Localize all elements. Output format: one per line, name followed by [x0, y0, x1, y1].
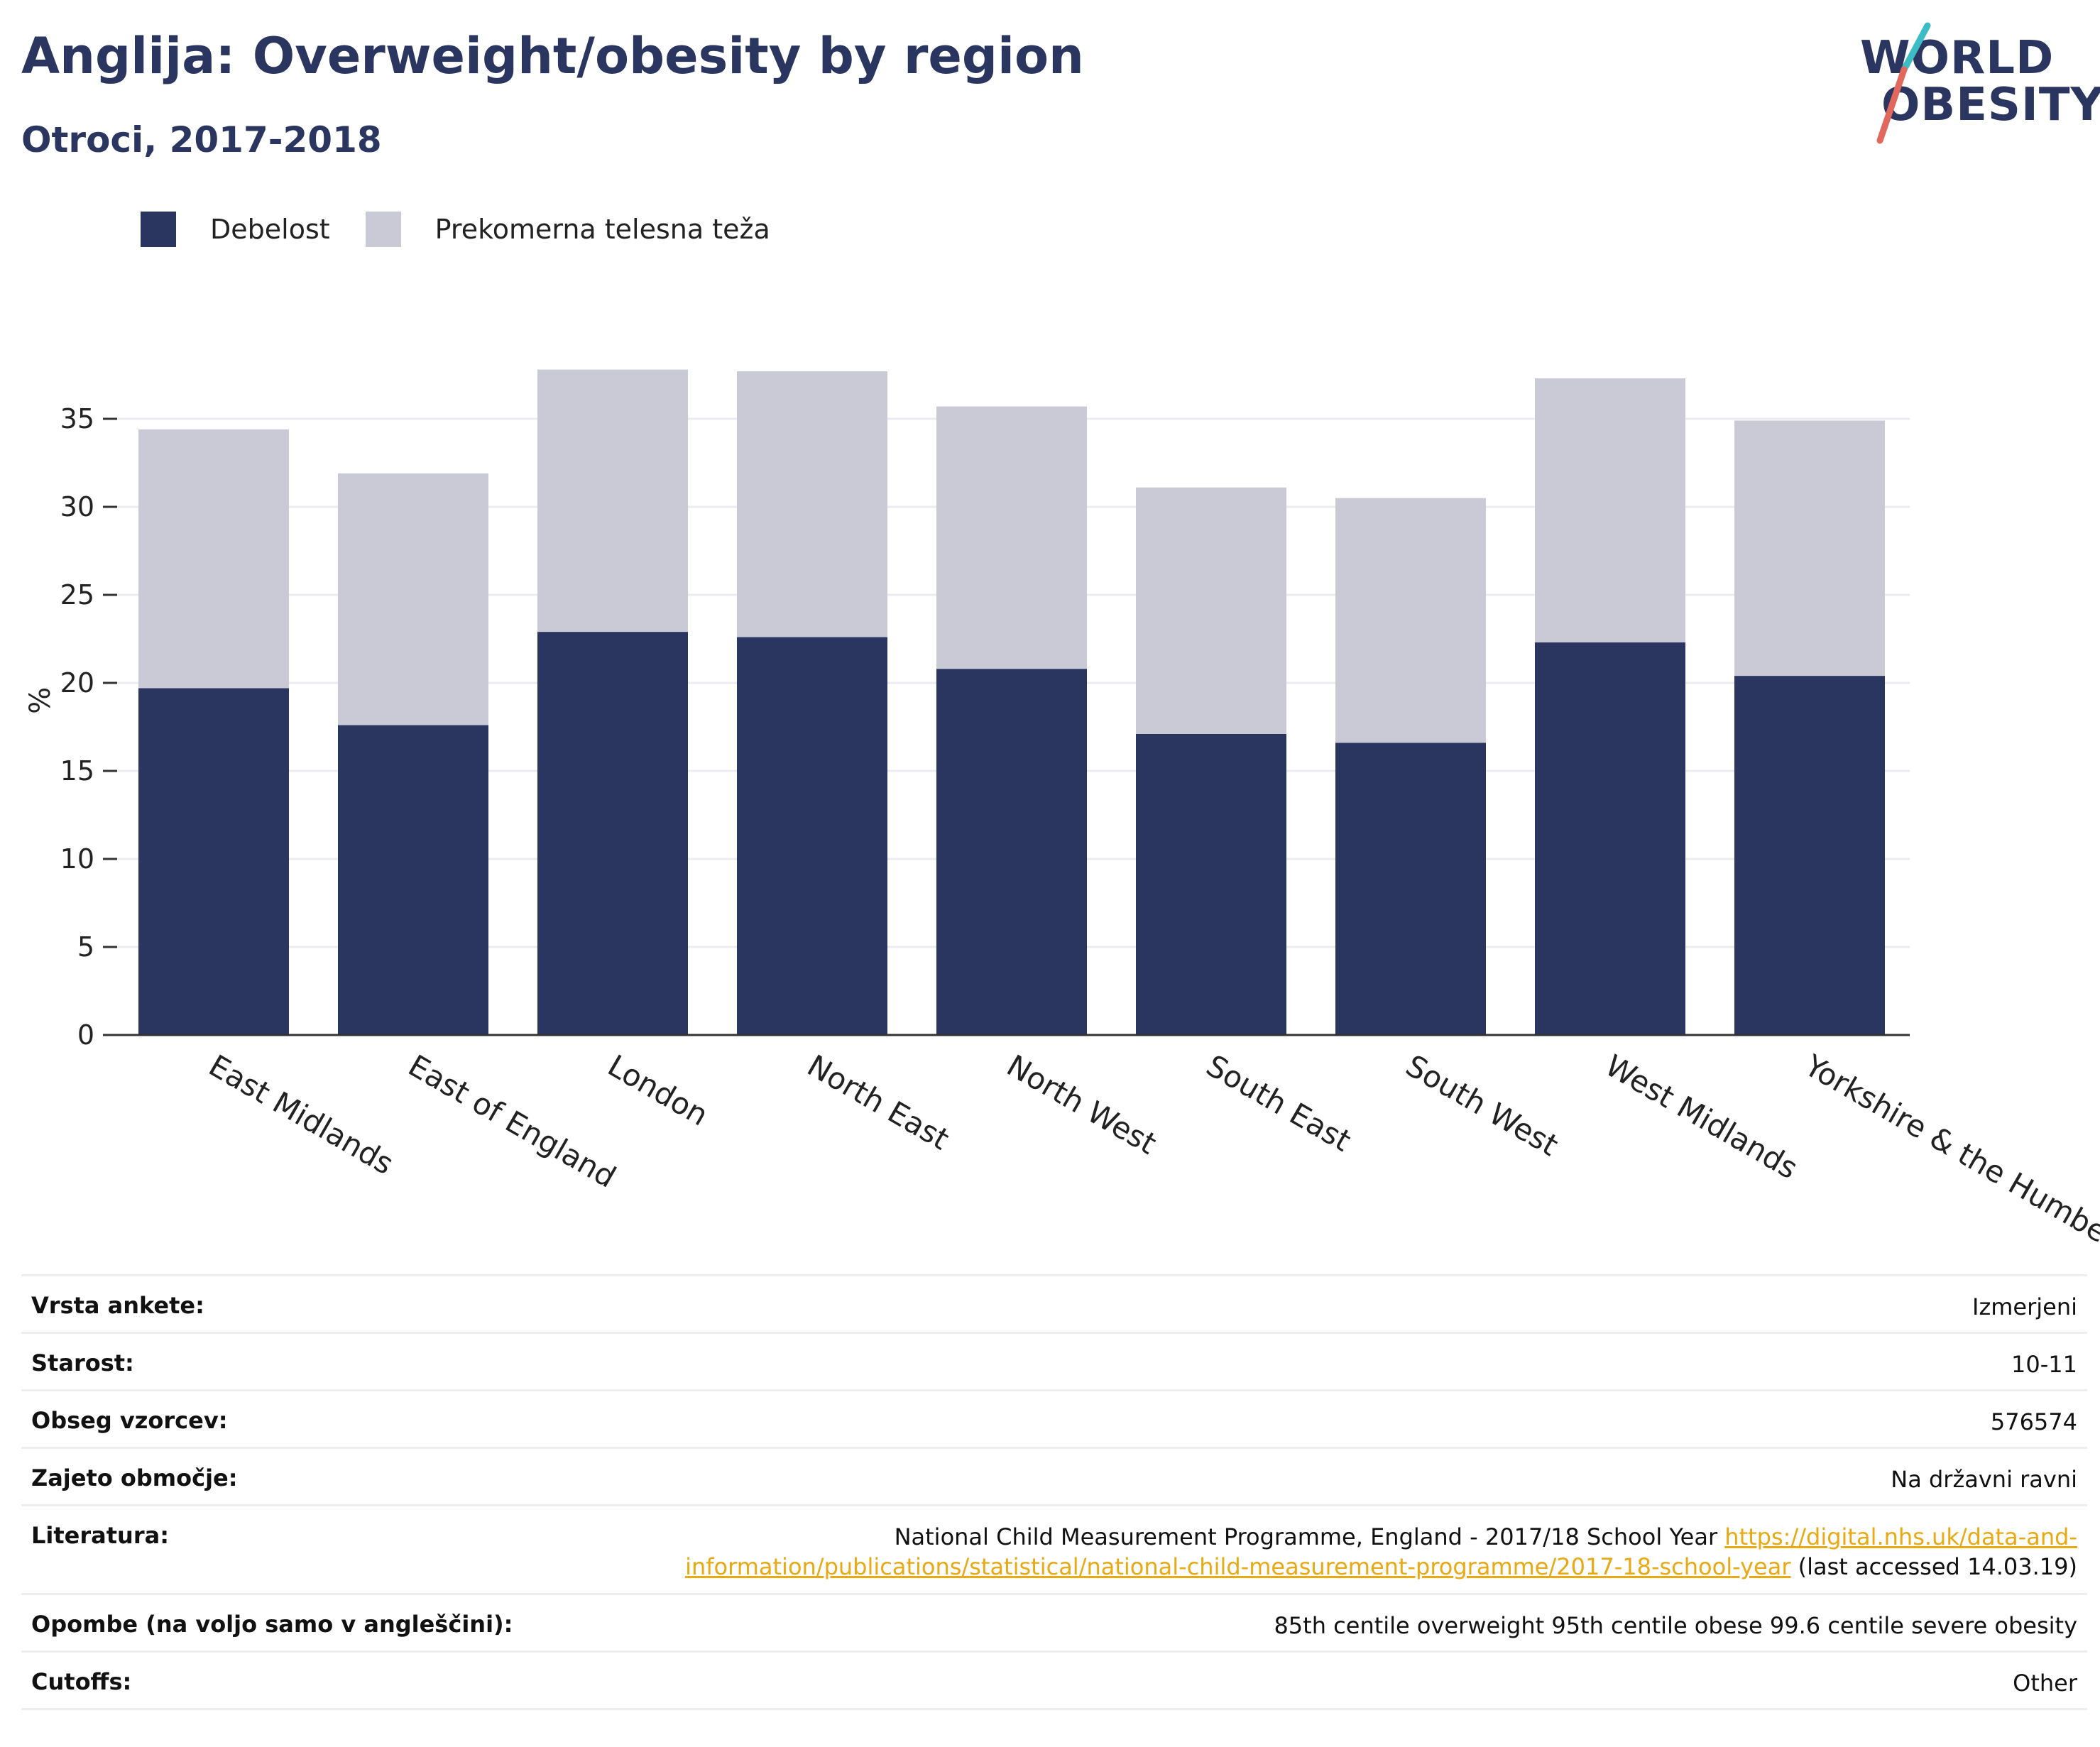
bar-overweight[interactable]: [537, 369, 688, 632]
x-tick-label: North West: [1001, 1048, 1162, 1161]
sample-size-value: 576574: [562, 1389, 2087, 1448]
logo-line-1: WORLD: [1860, 32, 2055, 84]
bar-obesity[interactable]: [1335, 743, 1486, 1035]
bar-overweight[interactable]: [737, 371, 887, 637]
table-row: Opombe (na voljo samo v angleščini): 85t…: [21, 1593, 2087, 1652]
age-label: Starost:: [21, 1332, 563, 1391]
cutoffs-label: Cutoffs:: [21, 1650, 563, 1710]
bar-obesity[interactable]: [537, 632, 688, 1035]
bar-obesity[interactable]: [1535, 642, 1685, 1035]
bar-overweight[interactable]: [936, 406, 1087, 669]
x-tick-label: West Midlands: [1599, 1048, 1804, 1185]
table-row: Obseg vzorcev: 576574: [21, 1389, 2087, 1448]
sample-size-label: Obseg vzorcev:: [21, 1389, 563, 1448]
table-row: Vrsta ankete: Izmerjeni: [21, 1274, 2087, 1333]
y-tick-label: 35: [60, 403, 94, 434]
y-tick-label: 15: [60, 755, 94, 787]
survey-type-label: Vrsta ankete:: [21, 1274, 563, 1333]
logo-line-2: OBESITY: [1881, 79, 2100, 131]
literature-value: National Child Measurement Programme, En…: [562, 1504, 2087, 1594]
legend-item-obesity[interactable]: Debelost: [141, 212, 330, 247]
legend-label-overweight: Prekomerna telesna teža: [434, 214, 770, 245]
chart-subtitle: Otroci, 2017-2018: [21, 119, 382, 160]
chart-bars: [138, 369, 1885, 1035]
x-tick-label: East Midlands: [203, 1048, 400, 1181]
bar-overweight[interactable]: [138, 429, 289, 689]
notes-value: 85th centile overweight 95th centile obe…: [562, 1593, 2087, 1652]
x-tick-label: South West: [1400, 1048, 1564, 1163]
bar-obesity[interactable]: [936, 669, 1087, 1035]
x-tick-label: North East: [802, 1048, 955, 1156]
bar-chart: 0 5 10 15 20 25 30 35% East Midlands East of Engl…: [24, 369, 2100, 1249]
x-tick-label: Yorkshire & the Humber: [1798, 1048, 2100, 1249]
literature-link[interactable]: https://digital.nhs.uk/data-and-informat…: [685, 1523, 2077, 1580]
legend-label-obesity: Debelost: [210, 214, 330, 245]
notes-label: Opombe (na voljo samo v angleščini):: [21, 1593, 563, 1652]
bar-overweight[interactable]: [1734, 420, 1885, 677]
legend-swatch-overweight: [365, 212, 401, 247]
chart-title: Anglija: Overweight/obesity by region: [21, 27, 1084, 85]
bar-overweight[interactable]: [1136, 487, 1286, 734]
table-row: Starost: 10-11: [21, 1332, 2087, 1391]
survey-details-table: Vrsta ankete: Izmerjeni Starost: 10-11 O…: [21, 1274, 2087, 1710]
area-value: Na državni ravni: [562, 1447, 2087, 1506]
y-tick-label: 10: [60, 843, 94, 875]
x-tick-label: South East: [1201, 1048, 1357, 1158]
legend-item-overweight[interactable]: Prekomerna telesna teža: [365, 212, 770, 247]
y-tick-label: 25: [60, 579, 94, 610]
world-obesity-logo[interactable]: WORLD OBESITY: [1846, 20, 2100, 148]
table-row: Literatura: National Child Measurement P…: [21, 1504, 2087, 1594]
x-tick-label: London: [602, 1048, 714, 1132]
bar-obesity[interactable]: [737, 637, 887, 1035]
table-row: Zajeto območje: Na državni ravni: [21, 1447, 2087, 1506]
bar-obesity[interactable]: [338, 725, 488, 1035]
age-value: 10-11: [562, 1332, 2087, 1391]
y-tick-label: 0: [77, 1019, 94, 1051]
area-label: Zajeto območje:: [21, 1447, 563, 1506]
y-tick-label: 5: [77, 931, 94, 963]
literature-text: National Child Measurement Programme, En…: [894, 1523, 1725, 1550]
literature-label: Literatura:: [21, 1504, 563, 1594]
y-axis-label: %: [24, 687, 57, 714]
bar-obesity[interactable]: [1136, 733, 1286, 1035]
logo-slash-icon: [1876, 22, 1931, 144]
bar-obesity[interactable]: [138, 688, 289, 1035]
cutoffs-value: Other: [562, 1650, 2087, 1710]
bar-overweight[interactable]: [1535, 378, 1685, 642]
table-row: Cutoffs: Other: [21, 1650, 2087, 1710]
bar-overweight[interactable]: [338, 473, 488, 725]
legend-swatch-obesity: [141, 212, 176, 247]
chart-legend: Debelost Prekomerna telesna teža: [141, 212, 806, 247]
literature-link-part-1: https://digital.nhs.uk/data-and-: [1724, 1523, 2077, 1550]
x-tick-label: East of England: [403, 1048, 622, 1195]
survey-type-value: Izmerjeni: [562, 1274, 2087, 1333]
bar-obesity[interactable]: [1734, 676, 1885, 1035]
bar-overweight[interactable]: [1335, 498, 1486, 743]
y-tick-label: 30: [60, 491, 94, 522]
literature-suffix: (last accessed 14.03.19): [1790, 1553, 2077, 1580]
y-tick-label: 20: [60, 667, 94, 699]
literature-link-part-2: information/publications/statistical/nat…: [685, 1553, 1791, 1580]
